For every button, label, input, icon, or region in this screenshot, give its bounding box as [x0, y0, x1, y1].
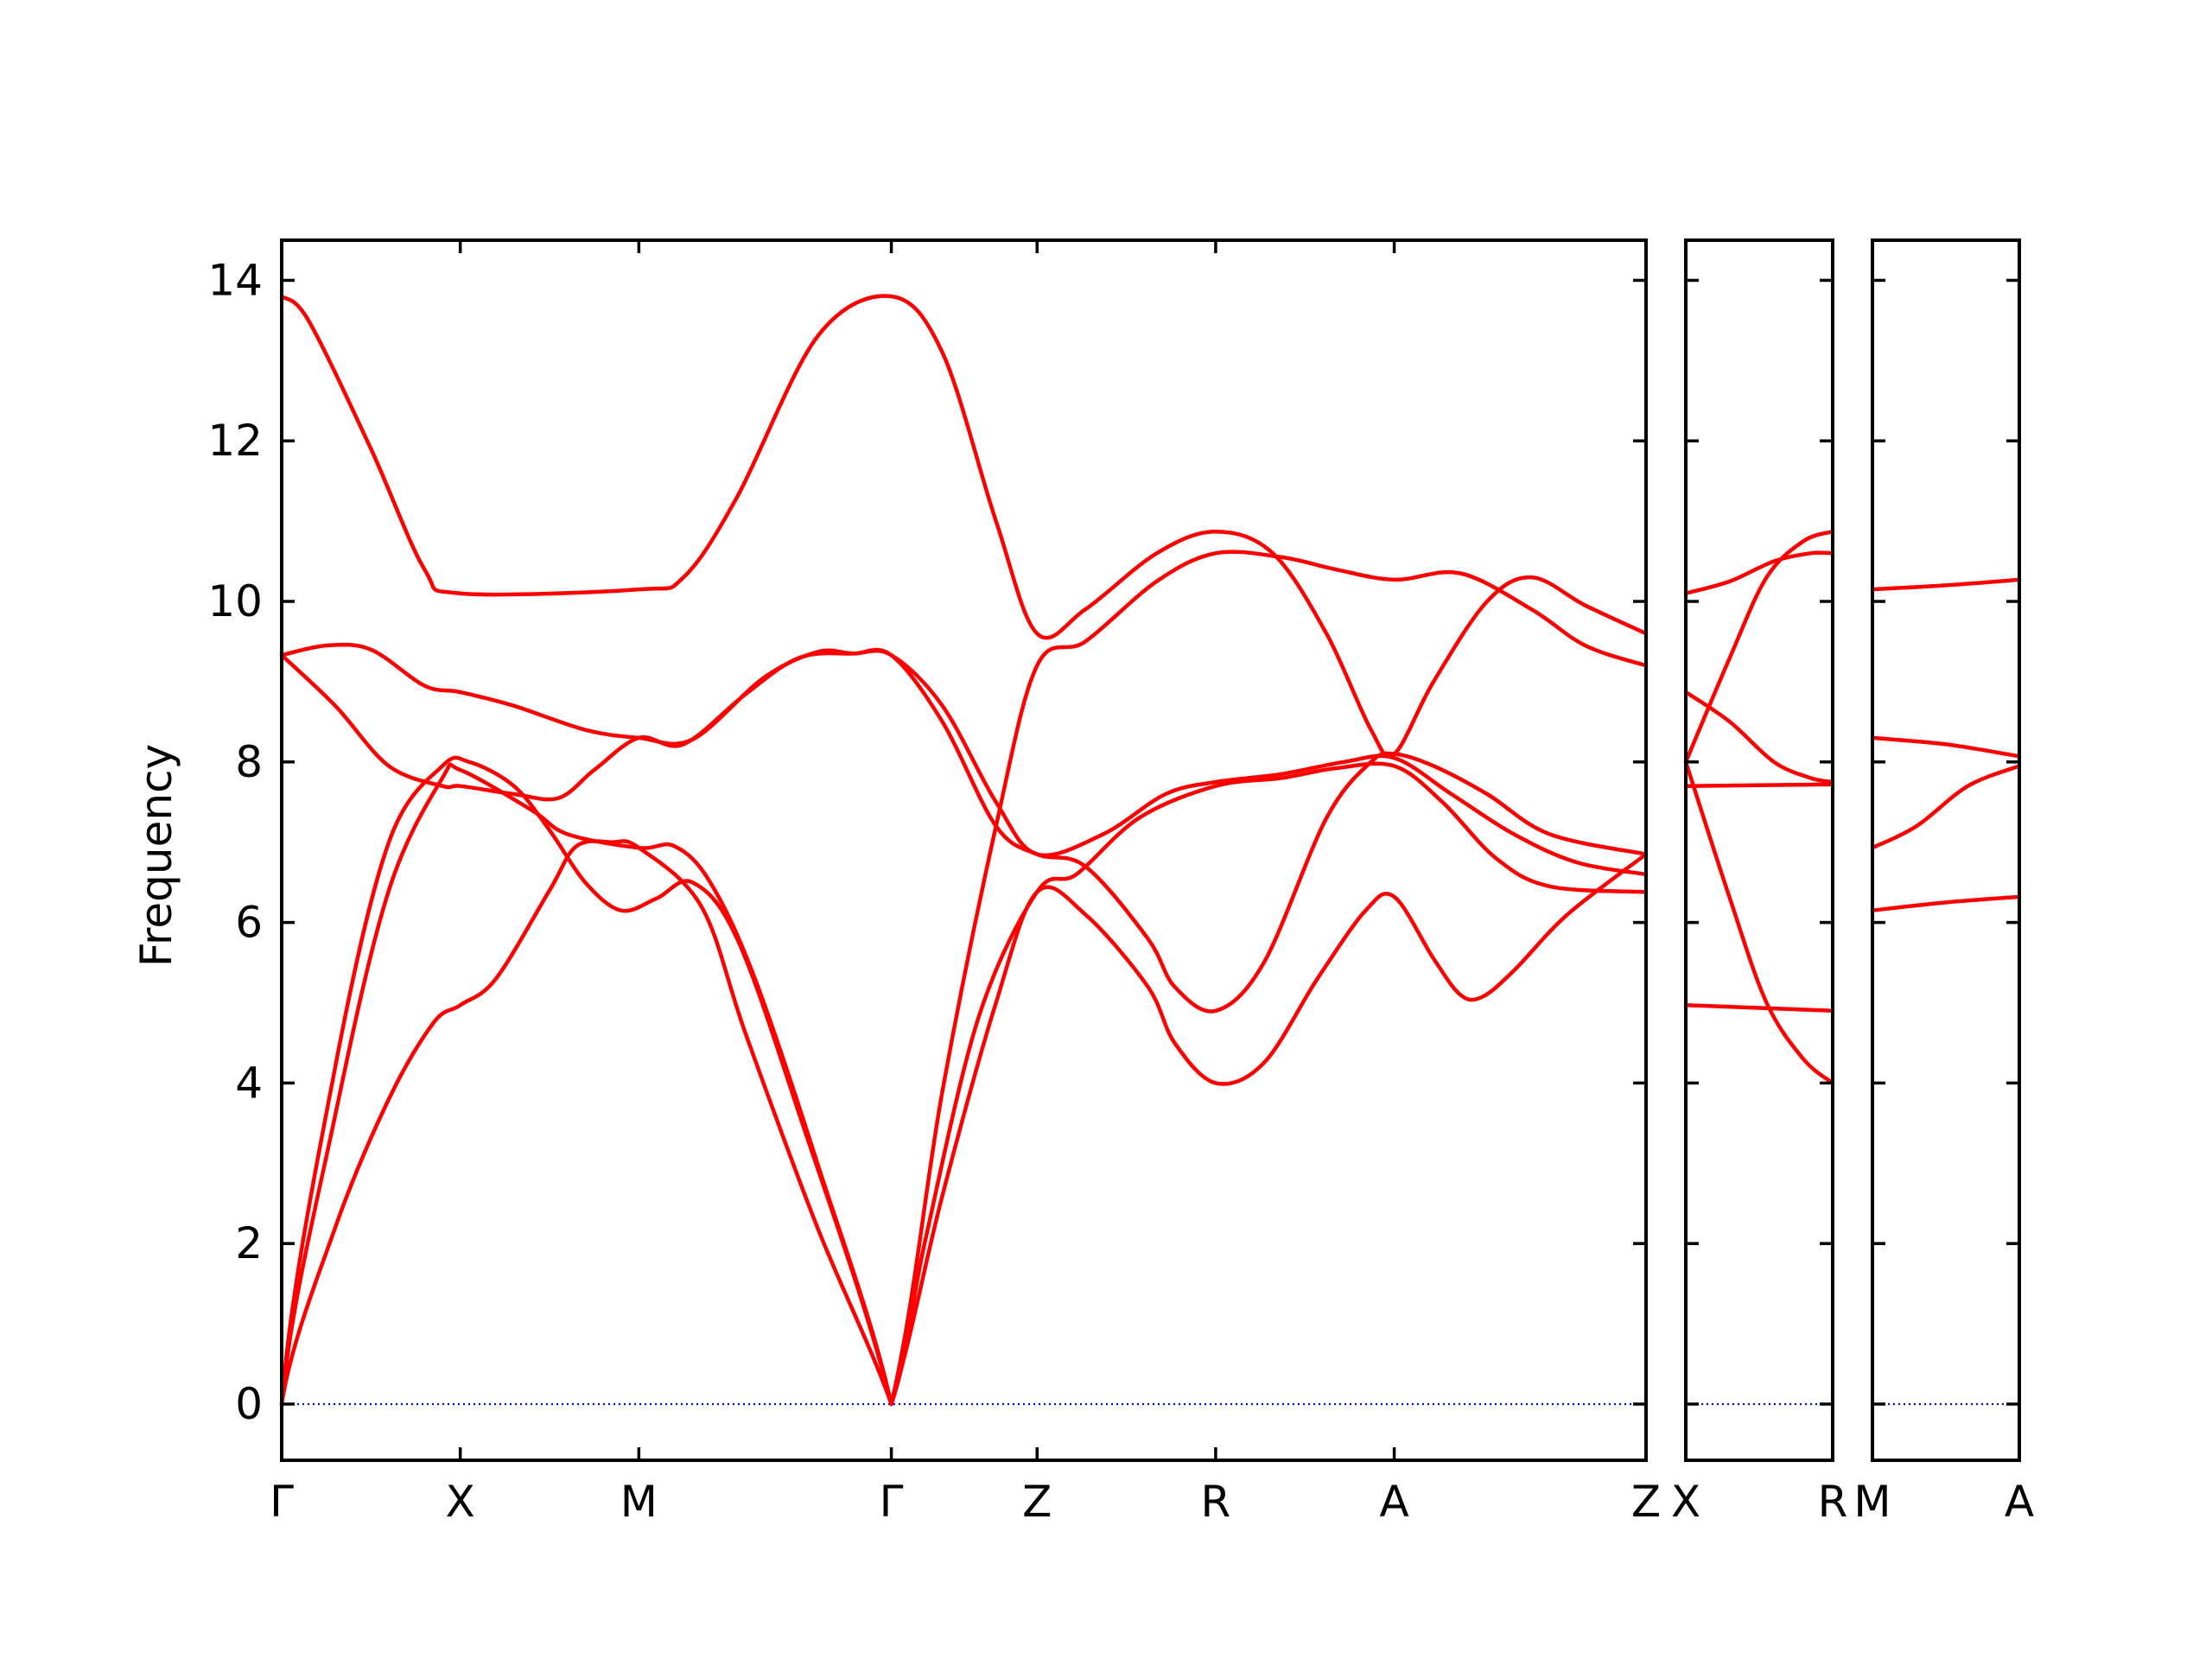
- panel-frame: [1871, 238, 2021, 1462]
- y-tick-label: 0: [235, 1379, 263, 1429]
- band-5: [279, 642, 1649, 1014]
- band-2: [1870, 764, 2022, 850]
- band-1: [1683, 1003, 1835, 1014]
- band-3: [1870, 735, 2022, 759]
- band-5: [1683, 529, 1835, 765]
- band-2: [279, 761, 1649, 1407]
- y-tick-label: 10: [207, 576, 263, 626]
- band-1: [1870, 894, 2022, 912]
- x-tick-label: M: [620, 1477, 658, 1527]
- panel-frame: [1684, 238, 1834, 1462]
- x-tick-label: Γ: [880, 1477, 904, 1527]
- band-3: [1683, 782, 1835, 788]
- x-tick-label: A: [1379, 1477, 1408, 1527]
- x-tick-label: A: [2005, 1477, 2034, 1527]
- y-tick-label: 8: [235, 737, 263, 787]
- x-tick-label: X: [446, 1477, 475, 1527]
- x-tick-label: X: [1671, 1477, 1700, 1527]
- y-tick-label: 2: [235, 1218, 263, 1268]
- x-tick-label: Γ: [270, 1477, 294, 1527]
- band-4: [1870, 577, 2022, 592]
- y-tick-label: 14: [207, 255, 263, 305]
- x-tick-label: Z: [1022, 1477, 1052, 1527]
- panel-frame: [280, 238, 1648, 1462]
- y-tick-label: 12: [207, 416, 263, 466]
- y-axis-title: Frequency: [131, 744, 181, 967]
- band-4: [1683, 690, 1835, 785]
- band-3: [279, 550, 1649, 1407]
- x-tick-label: R: [1201, 1477, 1231, 1527]
- x-tick-label: Z: [1631, 1477, 1661, 1527]
- band-2: [1683, 760, 1835, 1085]
- band-6: [279, 294, 1649, 759]
- band-6: [1683, 550, 1835, 595]
- y-tick-label: 4: [235, 1058, 263, 1108]
- y-tick-label: 6: [235, 898, 263, 948]
- x-tick-label: M: [1853, 1477, 1891, 1527]
- band-1: [279, 839, 1649, 1407]
- x-tick-label: R: [1818, 1477, 1848, 1527]
- panel-1: Γ X M Γ Z R A Z 0 2 4 6 8 10 12 14: [207, 238, 1661, 1527]
